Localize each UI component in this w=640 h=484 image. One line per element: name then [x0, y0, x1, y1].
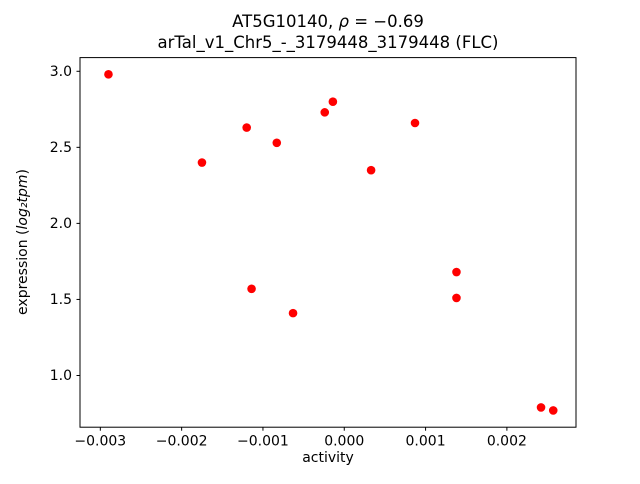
chart-title-rest: = −0.69: [349, 12, 424, 31]
x-axis-ticks: −0.003 −0.002 −0.001 0.000 0.001 0.002: [74, 427, 527, 450]
data-point: [452, 267, 461, 277]
data-point: [288, 308, 298, 318]
y-axis-label-math: log₂tpm: [15, 175, 31, 230]
x-tick-label: 0.001: [406, 434, 446, 450]
y-tick-label: 2.0: [50, 216, 72, 232]
data-point: [548, 406, 558, 415]
x-tick-label: −0.003: [74, 434, 126, 450]
data-point: [242, 123, 251, 132]
data-point: [272, 138, 282, 148]
y-tick-label: 2.5: [50, 140, 72, 156]
y-axis-label-prefix: expression (: [15, 230, 31, 315]
chart-title-prefix: AT5G10140,: [232, 12, 338, 31]
data-point: [247, 284, 256, 294]
y-axis-label-suffix: ): [15, 169, 31, 174]
data-point: [197, 158, 207, 167]
data-point: [410, 118, 420, 128]
data-point: [536, 403, 546, 412]
x-tick-label: −0.001: [237, 434, 289, 450]
scatter-points: [104, 70, 558, 415]
y-tick-label: 3.0: [50, 64, 72, 80]
x-tick-label: 0.002: [487, 434, 527, 450]
data-point: [452, 293, 461, 303]
x-axis-label: activity: [302, 450, 354, 466]
y-tick-label: 1.5: [50, 292, 72, 308]
chart-title: AT5G10140, ρ = −0.69: [232, 12, 424, 31]
data-point: [320, 108, 330, 117]
y-axis-label: expression (log₂tpm): [15, 169, 31, 315]
chart-title-rho: ρ: [338, 12, 349, 31]
x-tick-label: 0.000: [324, 434, 364, 450]
data-point: [104, 70, 113, 79]
plot-area-frame: [79, 57, 577, 428]
chart-subtitle: arTal_v1_Chr5_-_3179448_3179448 (FLC): [158, 33, 499, 53]
y-tick-label: 1.0: [50, 368, 72, 384]
x-tick-label: −0.002: [156, 434, 208, 450]
data-point: [366, 165, 376, 175]
data-point: [328, 97, 338, 107]
y-axis-ticks: 1.0 1.5 2.0 2.5 3.0: [50, 64, 80, 384]
